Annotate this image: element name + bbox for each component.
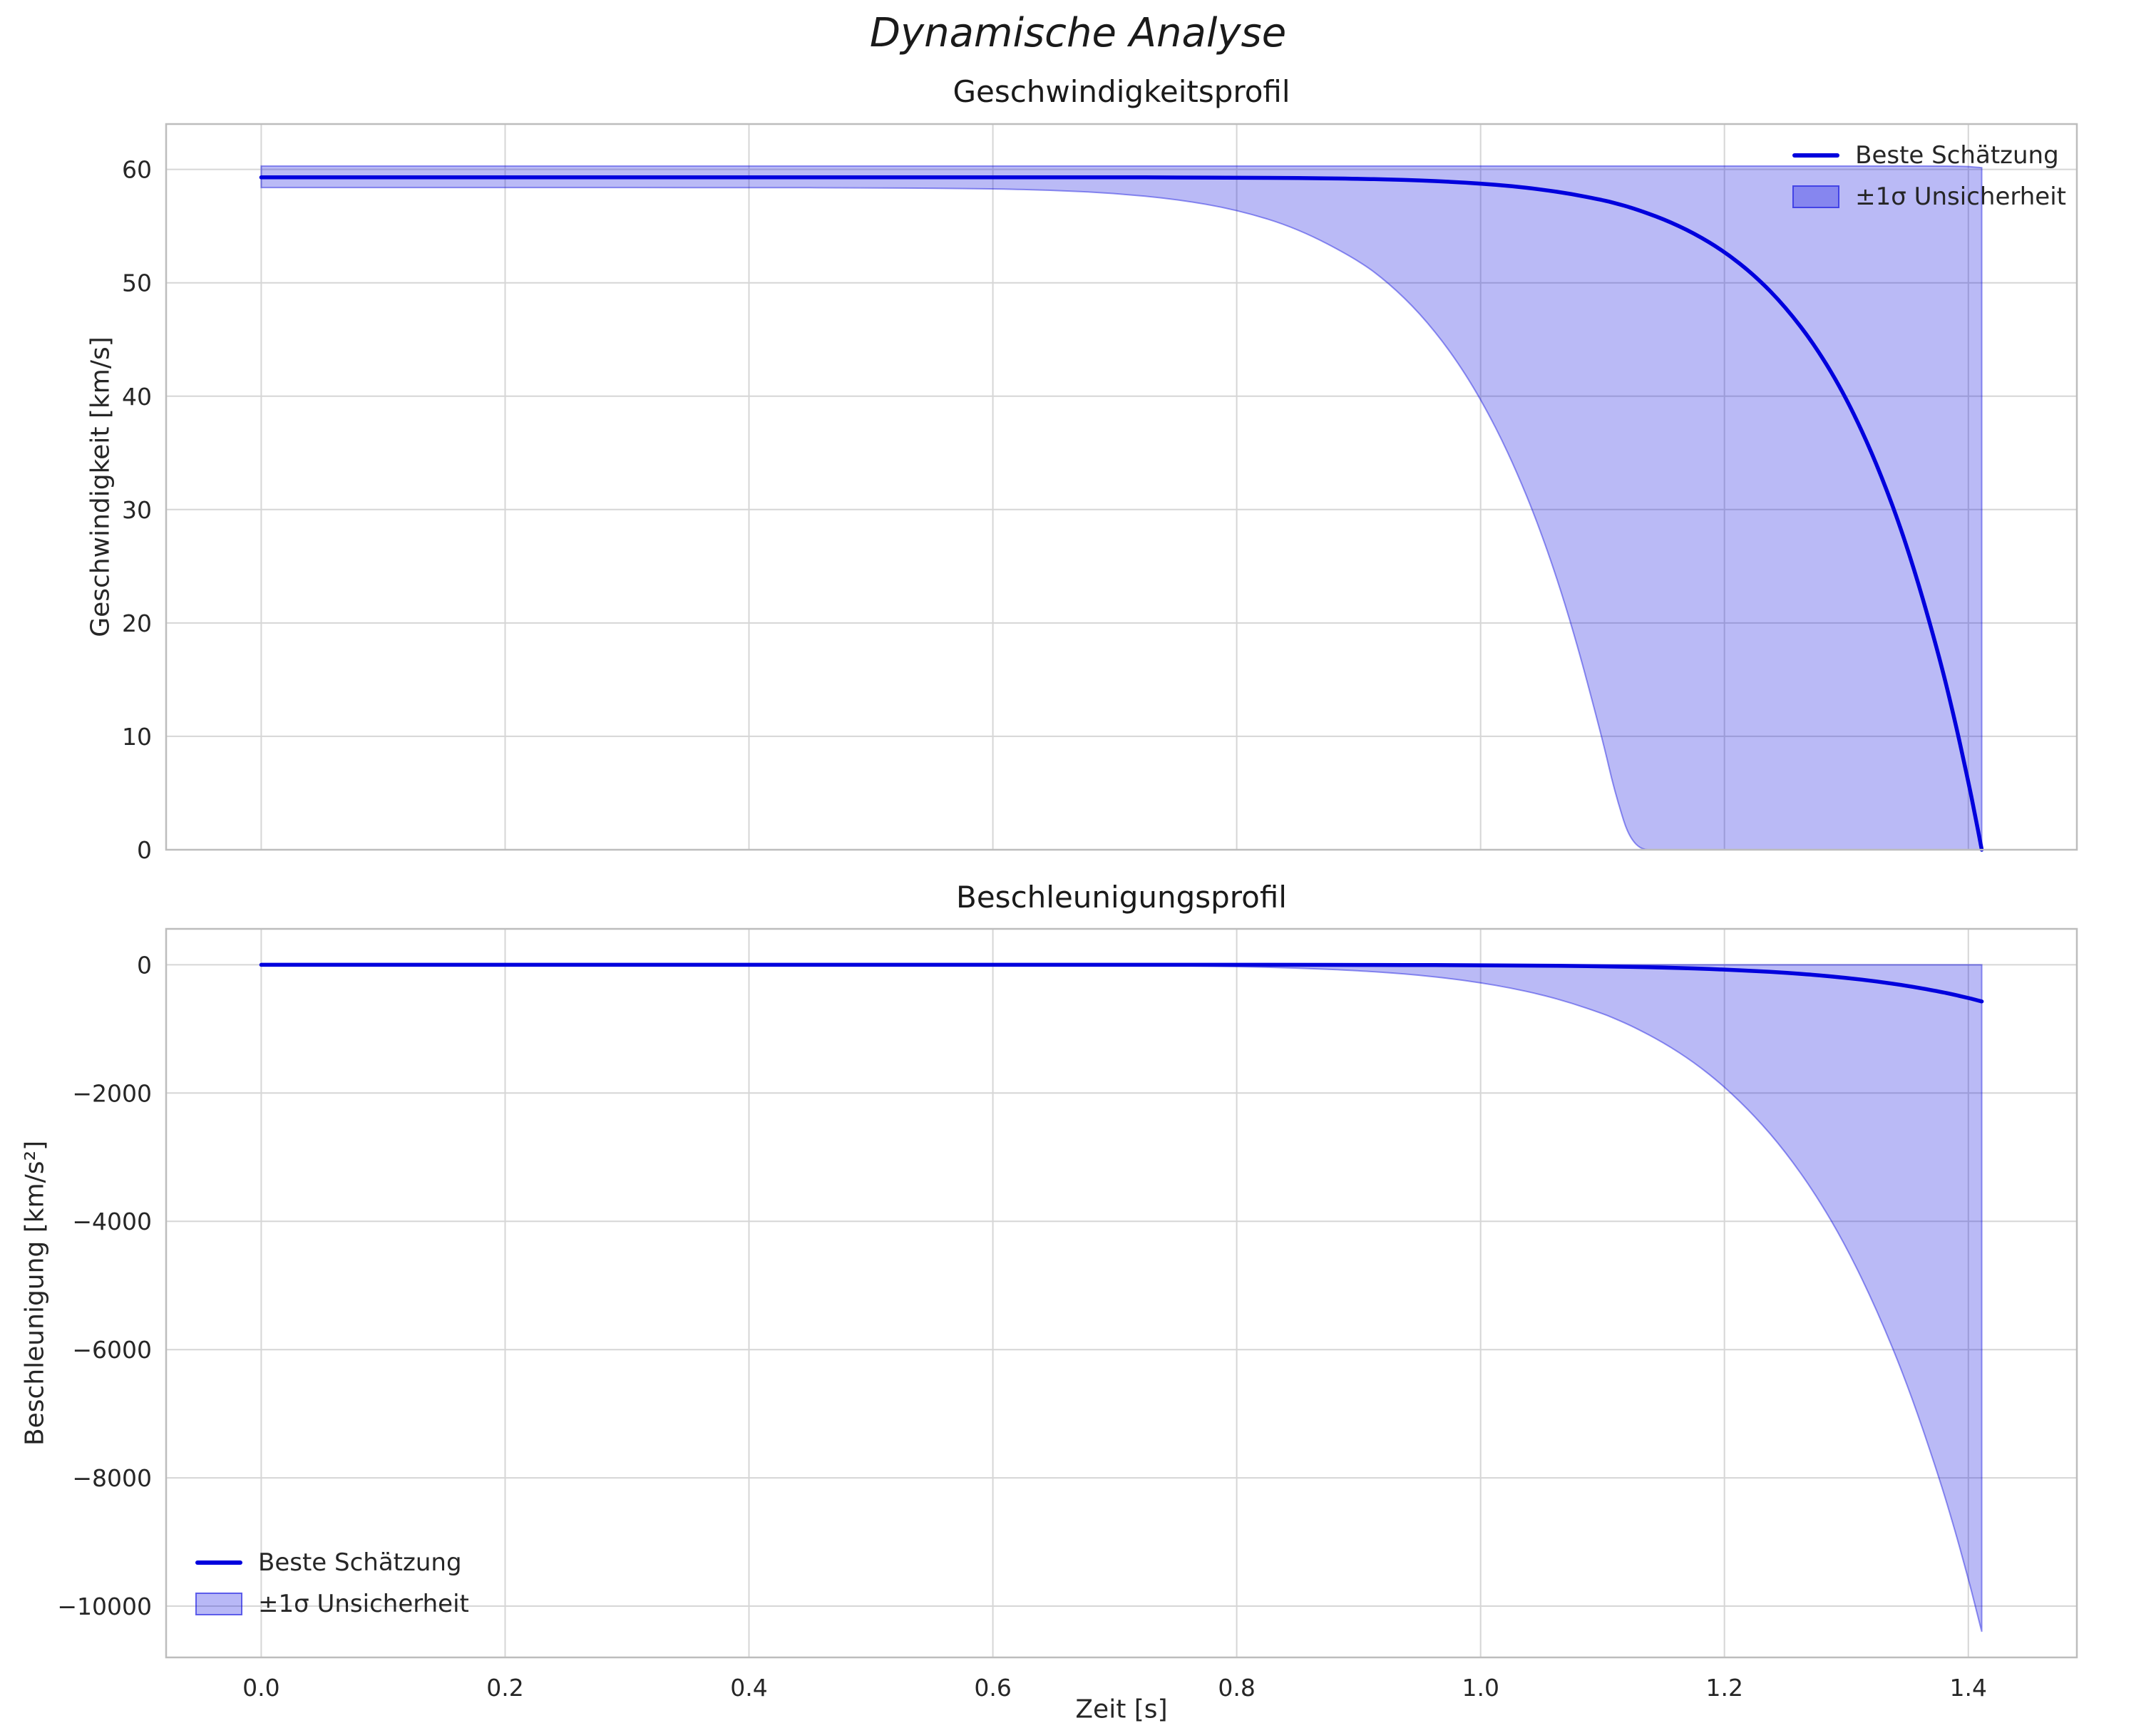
y-tick-label: −4000: [72, 1208, 152, 1235]
line-swatch-icon: [1792, 153, 1840, 158]
y-tick-label: 0: [137, 836, 152, 864]
legend-entry-uncertainty: ±1σ Unsicherheit: [195, 1590, 469, 1618]
y-tick-label: 0: [137, 951, 152, 979]
y-tick-label: −10000: [57, 1593, 152, 1620]
x-tick-label: 1.2: [1705, 1674, 1742, 1702]
legend-label-best-estimate: Beste Schätzung: [258, 1548, 462, 1577]
line-swatch-icon: [195, 1560, 242, 1565]
y-tick-label: 50: [122, 269, 152, 297]
x-tick-label: 0.4: [730, 1674, 767, 1702]
plot-background: [166, 124, 2077, 850]
y-tick-label: 60: [122, 156, 152, 184]
axes-frame: [165, 123, 2078, 851]
chart1-title: Geschwindigkeitsprofil: [953, 74, 1290, 109]
chart2-title: Beschleunigungsprofil: [956, 880, 1287, 915]
chart1-y-axis-label: Geschwindigkeit [km/s]: [86, 336, 115, 637]
chart1-legend: Beste Schätzung ±1σ Unsicherheit: [1792, 141, 2066, 211]
x-tick-label: 1.4: [1950, 1674, 1987, 1702]
chart2-y-axis-label: Beschleunigung [km/s²]: [20, 1140, 50, 1446]
x-tick-label: 0.0: [242, 1674, 279, 1702]
y-tick-label: 40: [122, 383, 152, 411]
y-tick-label: 10: [122, 723, 152, 751]
best-estimate-line: [259, 962, 1984, 1004]
legend-entry-best-estimate: Beste Schätzung: [1792, 141, 2066, 170]
x-tick-label: 1.0: [1462, 1674, 1499, 1702]
x-axis-label: Zeit [s]: [1075, 1694, 1168, 1724]
best-estimate-line: [259, 175, 1984, 852]
y-tick-label: 20: [122, 610, 152, 637]
legend-entry-uncertainty: ±1σ Unsicherheit: [1792, 182, 2066, 211]
y-tick-label: −6000: [72, 1336, 152, 1364]
legend-entry-best-estimate: Beste Schätzung: [195, 1548, 469, 1577]
legend-label-uncertainty: ±1σ Unsicherheit: [1855, 182, 2066, 211]
figure-title: Dynamische Analyse: [869, 10, 1287, 56]
y-tick-label: −2000: [72, 1079, 152, 1107]
axes-frame: [165, 927, 2078, 1659]
x-tick-label: 0.8: [1218, 1674, 1255, 1702]
y-tick-label: −8000: [72, 1464, 152, 1492]
x-tick-label: 0.2: [486, 1674, 523, 1702]
legend-label-uncertainty: ±1σ Unsicherheit: [258, 1590, 469, 1618]
x-tick-label: 0.6: [974, 1674, 1011, 1702]
band-swatch-icon: [195, 1593, 242, 1615]
band-swatch-icon: [1792, 185, 1840, 208]
legend-label-best-estimate: Beste Schätzung: [1855, 141, 2059, 170]
plot-background: [166, 929, 2077, 1657]
chart2-legend: Beste Schätzung ±1σ Unsicherheit: [195, 1548, 469, 1618]
y-tick-label: 30: [122, 496, 152, 524]
